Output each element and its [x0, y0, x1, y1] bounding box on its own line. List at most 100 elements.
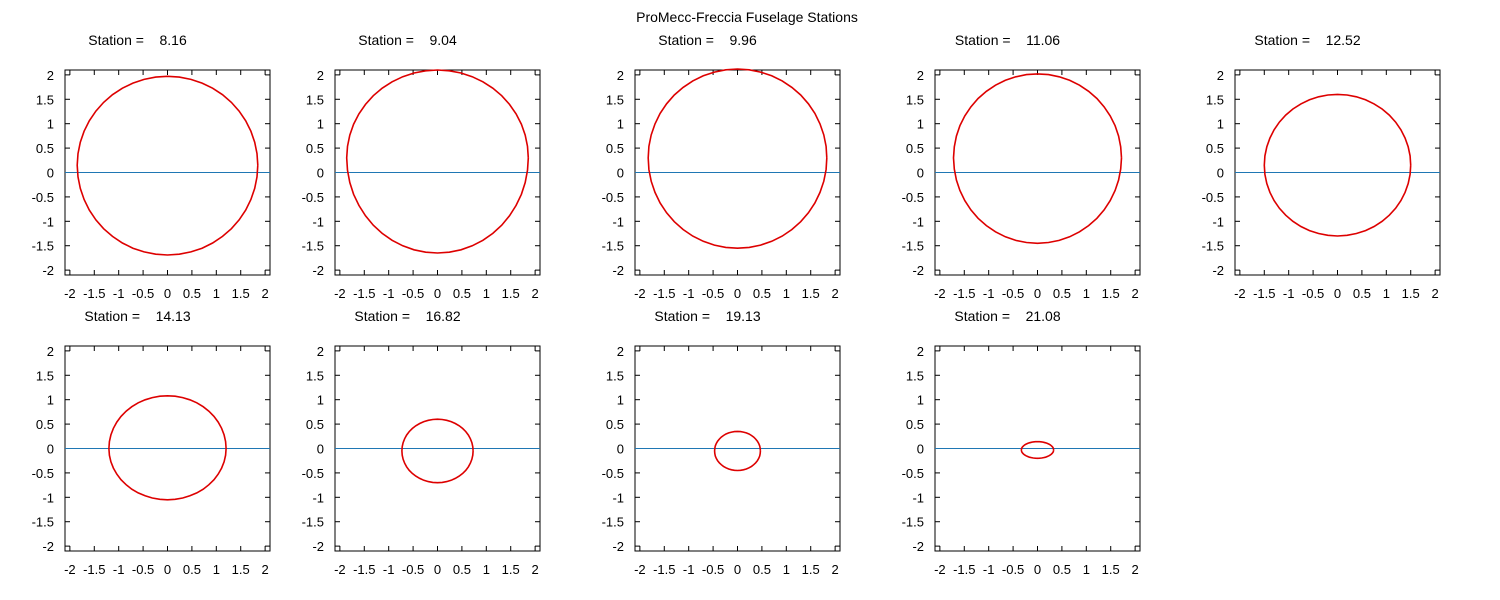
- x-tick-label: 0: [434, 286, 441, 301]
- y-tick-label: 1: [47, 117, 54, 132]
- figure-title: ProMecc-Freccia Fuselage Stations: [636, 9, 858, 25]
- y-tick-label: 0.5: [906, 141, 924, 156]
- y-tick-label: -1: [912, 490, 924, 505]
- y-tick-label: 0.5: [606, 417, 624, 432]
- x-tick-label: -0.5: [1302, 286, 1324, 301]
- y-tick-label: 0: [617, 442, 624, 457]
- x-tick-label: 0: [1034, 286, 1041, 301]
- x-tick-label: 0.5: [183, 286, 201, 301]
- x-tick-label: 2: [262, 562, 269, 577]
- section-curve: [76, 75, 259, 256]
- panel-title: Station = 9.96: [658, 32, 757, 48]
- x-tick-label: -2: [64, 562, 76, 577]
- y-tick-label: 1.5: [36, 368, 54, 383]
- y-tick-label: -1: [312, 214, 324, 229]
- y-tick-label: 1: [617, 393, 624, 408]
- station-panel: Station = 9.96 -2 -1.5 -1 -0.5 0 0.5 1 1.5 2 2 1.5 1…: [602, 32, 841, 301]
- y-tick-label: -0.5: [1202, 190, 1224, 205]
- x-tick-label: -1.5: [953, 286, 975, 301]
- y-tick-label: 1.5: [1206, 92, 1224, 107]
- y-tick-label: 0.5: [36, 417, 54, 432]
- x-tick-label: -2: [634, 562, 646, 577]
- x-tick-label: -1: [983, 286, 995, 301]
- y-tick-label: 2: [917, 68, 924, 83]
- y-tick-label: -1: [42, 490, 54, 505]
- x-tick-label: 1.5: [802, 286, 820, 301]
- x-tick-label: 0: [734, 286, 741, 301]
- y-tick-label: -2: [612, 263, 624, 278]
- y-tick-label: -0.5: [32, 190, 54, 205]
- panel-title: Station = 16.82: [354, 308, 460, 324]
- y-tick-label: 2: [47, 68, 54, 83]
- y-tick-label: -2: [312, 539, 324, 554]
- x-tick-label: -1: [113, 286, 125, 301]
- x-tick-label: -1: [113, 562, 125, 577]
- x-tick-label: -1: [1283, 286, 1295, 301]
- x-tick-label: 1: [483, 562, 490, 577]
- x-tick-label: -1.5: [83, 286, 105, 301]
- y-tick-label: -1.5: [32, 515, 54, 530]
- y-tick-label: -1.5: [602, 239, 624, 254]
- x-tick-label: -0.5: [132, 286, 154, 301]
- x-tick-label: -0.5: [132, 562, 154, 577]
- x-tick-label: -1.5: [353, 562, 375, 577]
- x-tick-label: -2: [64, 286, 76, 301]
- x-tick-label: 1: [1383, 286, 1390, 301]
- x-tick-label: 0: [434, 562, 441, 577]
- y-tick-label: 1.5: [906, 92, 924, 107]
- x-tick-label: 2: [832, 286, 839, 301]
- panel-title: Station = 14.13: [84, 308, 190, 324]
- y-tick-label: 0.5: [306, 417, 324, 432]
- station-panel: Station = 14.13 -2 -1.5 -1 -0.5 0 0.5 1 1.5 2 2 1.5…: [32, 308, 271, 577]
- y-tick-label: 1.5: [306, 92, 324, 107]
- y-tick-label: 2: [317, 344, 324, 359]
- y-tick-label: -0.5: [302, 190, 324, 205]
- x-tick-label: -2: [934, 286, 946, 301]
- x-tick-label: 2: [832, 562, 839, 577]
- y-tick-label: -1: [612, 490, 624, 505]
- y-tick-label: 0: [47, 442, 54, 457]
- y-tick-label: 2: [1217, 68, 1224, 83]
- section-curve: [345, 69, 530, 254]
- y-tick-label: 2: [917, 344, 924, 359]
- y-tick-label: 0.5: [906, 417, 924, 432]
- y-tick-label: -0.5: [32, 466, 54, 481]
- x-tick-label: 2: [532, 286, 539, 301]
- y-tick-label: -2: [912, 539, 924, 554]
- station-panel: Station = 19.13 -2 -1.5 -1 -0.5 0 0.5 1 1.5 2 2 1.5…: [602, 308, 841, 577]
- x-tick-label: -1.5: [1253, 286, 1275, 301]
- y-tick-label: -2: [42, 263, 54, 278]
- x-tick-label: -1.5: [953, 562, 975, 577]
- x-tick-label: -1: [983, 562, 995, 577]
- y-tick-label: -1.5: [602, 515, 624, 530]
- y-tick-label: 1: [917, 393, 924, 408]
- x-tick-label: 0: [1334, 286, 1341, 301]
- y-tick-label: 1: [917, 117, 924, 132]
- section-curve: [647, 68, 828, 250]
- x-tick-label: 1.5: [502, 562, 520, 577]
- x-tick-label: 0.5: [753, 562, 771, 577]
- x-tick-label: 1.5: [1102, 562, 1120, 577]
- section-curve: [1263, 93, 1412, 237]
- y-tick-label: 0.5: [1206, 141, 1224, 156]
- panel-title: Station = 19.13: [654, 308, 760, 324]
- station-panel: Station = 9.04 -2 -1.5 -1 -0.5 0 0.5 1 1.5 2 2 1.5 1…: [302, 32, 541, 301]
- x-tick-label: -1.5: [653, 286, 675, 301]
- x-tick-label: 2: [532, 562, 539, 577]
- y-tick-label: -1: [1212, 214, 1224, 229]
- y-tick-label: -1: [312, 490, 324, 505]
- x-tick-label: -0.5: [1002, 286, 1024, 301]
- x-tick-label: 2: [1432, 286, 1439, 301]
- y-tick-label: -0.5: [902, 466, 924, 481]
- panel-title: Station = 21.08: [954, 308, 1060, 324]
- x-tick-label: 2: [1132, 286, 1139, 301]
- x-tick-label: 0: [164, 286, 171, 301]
- y-tick-label: 0: [917, 442, 924, 457]
- x-tick-label: 1.5: [232, 562, 250, 577]
- x-tick-label: 1: [1083, 562, 1090, 577]
- y-tick-label: -0.5: [602, 190, 624, 205]
- panel-title: Station = 9.04: [358, 32, 457, 48]
- y-tick-label: 0: [917, 166, 924, 181]
- y-tick-label: 1: [47, 393, 54, 408]
- station-panel: Station = 16.82 -2 -1.5 -1 -0.5 0 0.5 1 1.5 2 2 1.5…: [302, 308, 541, 577]
